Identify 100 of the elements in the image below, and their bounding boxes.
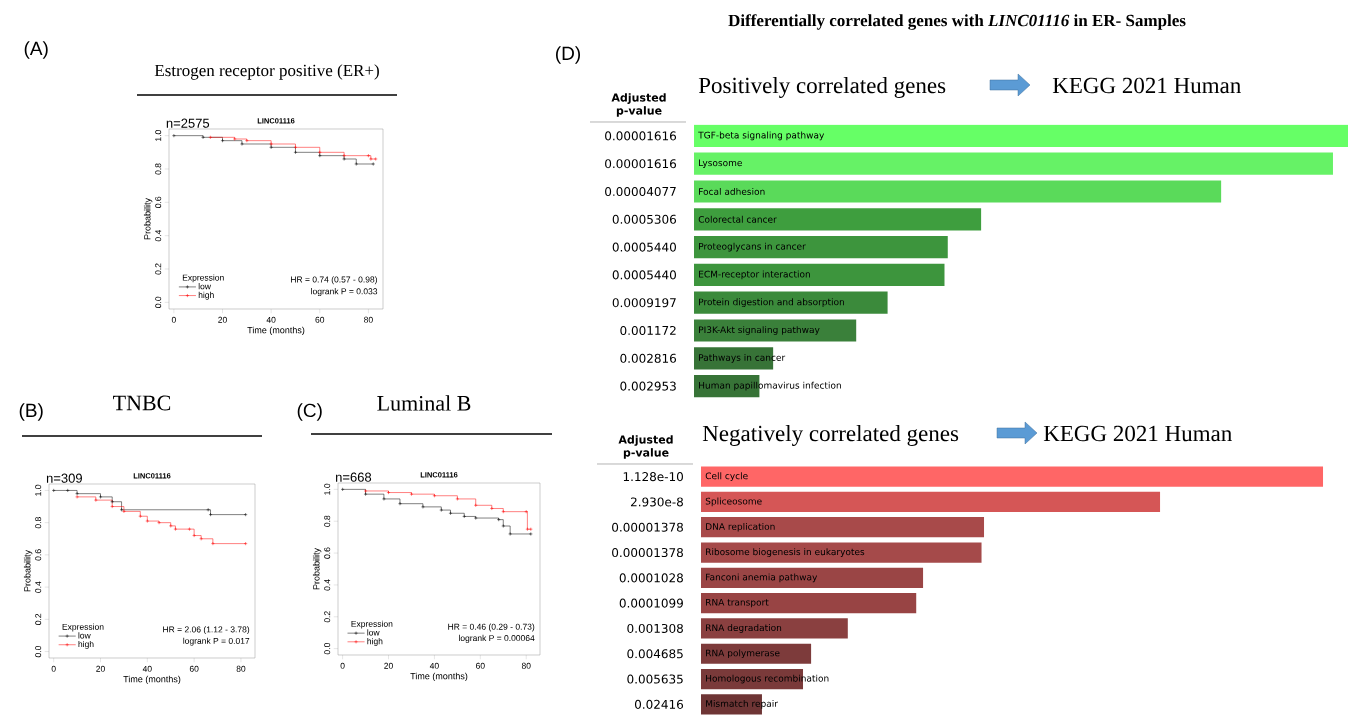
- text: 0.02416: [634, 699, 684, 709]
- text: 0.0001099: [619, 598, 683, 608]
- y-tick-label: Lysosome: [699, 159, 742, 168]
- y-tick-label: 0.8: [155, 163, 162, 175]
- text: 0.002953: [620, 381, 676, 391]
- y-tick-label: PI3K-Akt signaling pathway: [699, 326, 820, 335]
- point: [244, 138, 249, 143]
- text: (D): [556, 46, 581, 64]
- y-tick-label: 1.0: [35, 484, 42, 496]
- text: 0.0009197: [612, 298, 676, 308]
- bar: [701, 593, 917, 614]
- point: [93, 498, 98, 502]
- y-tick-label: 0.2: [155, 263, 162, 275]
- y-tick-label: 0.2: [35, 613, 42, 625]
- y-tick-label: DNA replication: [706, 522, 775, 532]
- bar: [694, 235, 948, 259]
- bar: [701, 466, 1324, 487]
- point: [173, 527, 178, 531]
- text: n=668: [336, 472, 372, 482]
- y-tick-label: Focal adhesion: [699, 188, 765, 195]
- point: [439, 508, 444, 512]
- x-axis-title: Time (months): [123, 675, 181, 685]
- y-tick-label: 0.4: [324, 579, 331, 591]
- annotation: logrank P = 0.017: [183, 637, 250, 646]
- point: [65, 488, 70, 493]
- point: [455, 497, 460, 501]
- point: [110, 499, 115, 504]
- y-tick-label: 0.4: [155, 229, 162, 242]
- point: [496, 517, 501, 522]
- point: [269, 145, 273, 150]
- point: [489, 506, 494, 511]
- bar: [694, 263, 945, 287]
- point: [240, 142, 244, 146]
- text: 0.00001378: [612, 548, 683, 558]
- y-axis-title: Probability: [143, 198, 153, 240]
- point: [232, 137, 237, 141]
- bar: [701, 618, 848, 639]
- bar: [694, 291, 888, 314]
- x-tick-label: 80: [521, 662, 531, 669]
- legend-title: Expression: [351, 620, 393, 629]
- x-tick-label: 20: [96, 665, 105, 672]
- annotation: HR = 0.46 (0.29 - 0.73): [448, 623, 535, 632]
- y-axis-title: Probability: [312, 548, 322, 590]
- x-tick-label: 40: [142, 665, 152, 672]
- annotation: HR = 2.06 (1.12 - 3.78): [163, 626, 250, 635]
- point: [208, 512, 213, 517]
- y-tick-label: Ribosome biogenesis in eukaryotes: [706, 548, 865, 557]
- point: [508, 532, 513, 536]
- y-tick-label: 0.0: [324, 643, 331, 655]
- point: [342, 157, 346, 161]
- x-tick-label: 20: [218, 316, 227, 323]
- y-tick-label: 0.0: [155, 296, 162, 308]
- point: [501, 524, 506, 528]
- x-tick-label: 40: [266, 316, 276, 323]
- legend-label: high: [367, 637, 383, 646]
- x-tick-label: 0: [171, 316, 176, 323]
- chart-subtitle: KEGG 2021 Human: [1052, 77, 1241, 94]
- annotation: logrank P = 0.033: [311, 288, 378, 297]
- x-tick-label: 80: [236, 665, 246, 672]
- y-tick-label: 1.0: [155, 130, 162, 141]
- legend-label: low: [78, 632, 91, 639]
- y-tick-label: Colorectal cancer: [698, 215, 777, 223]
- y-axis-title: Probability: [23, 550, 33, 592]
- y-tick-label: Protein digestion and absorption: [699, 298, 844, 308]
- x-axis-title: Time (months): [410, 672, 468, 682]
- y-tick-label: ECM-receptor interaction: [699, 270, 810, 280]
- y-tick-label: 0.6: [324, 547, 331, 559]
- y-tick-label: Fanconi anemia pathway: [706, 573, 818, 583]
- text: 0.0005440: [612, 242, 676, 252]
- chart-subtitle: KEGG 2021 Human: [1043, 425, 1232, 442]
- text: 0.001172: [620, 325, 676, 336]
- y-tick-label: 0.6: [35, 549, 42, 561]
- point: [382, 497, 386, 501]
- bar: [694, 152, 1333, 175]
- point: [157, 520, 161, 525]
- chart-title: Luminal B: [377, 395, 471, 411]
- text: 0.00001616: [605, 159, 677, 169]
- point: [473, 503, 478, 508]
- point: [368, 157, 373, 161]
- text: 1.128e-10: [623, 472, 683, 482]
- text: 0.00004077: [605, 186, 676, 197]
- x-tick-label: 20: [384, 662, 393, 669]
- text: Differentially correlated genes with LINC01116 in ER- Samples: [728, 14, 1186, 30]
- y-tick-label: 0.4: [35, 581, 42, 593]
- point: [293, 150, 298, 155]
- x-tick-label: 60: [476, 662, 485, 669]
- point: [366, 153, 371, 158]
- bar: [694, 319, 857, 342]
- text: 2.930e-8: [630, 497, 683, 507]
- point: [138, 514, 143, 519]
- x-tick-label: 0: [340, 662, 345, 669]
- point: [462, 514, 467, 519]
- point: [421, 505, 425, 509]
- point: [398, 501, 402, 506]
- annotation: logrank P = 0.00064: [459, 634, 535, 643]
- bar: [701, 491, 1161, 513]
- point: [473, 516, 478, 520]
- point: [98, 495, 103, 499]
- y-tick-label: RNA polymerase: [706, 649, 780, 659]
- y-tick-label: 0.8: [35, 517, 42, 529]
